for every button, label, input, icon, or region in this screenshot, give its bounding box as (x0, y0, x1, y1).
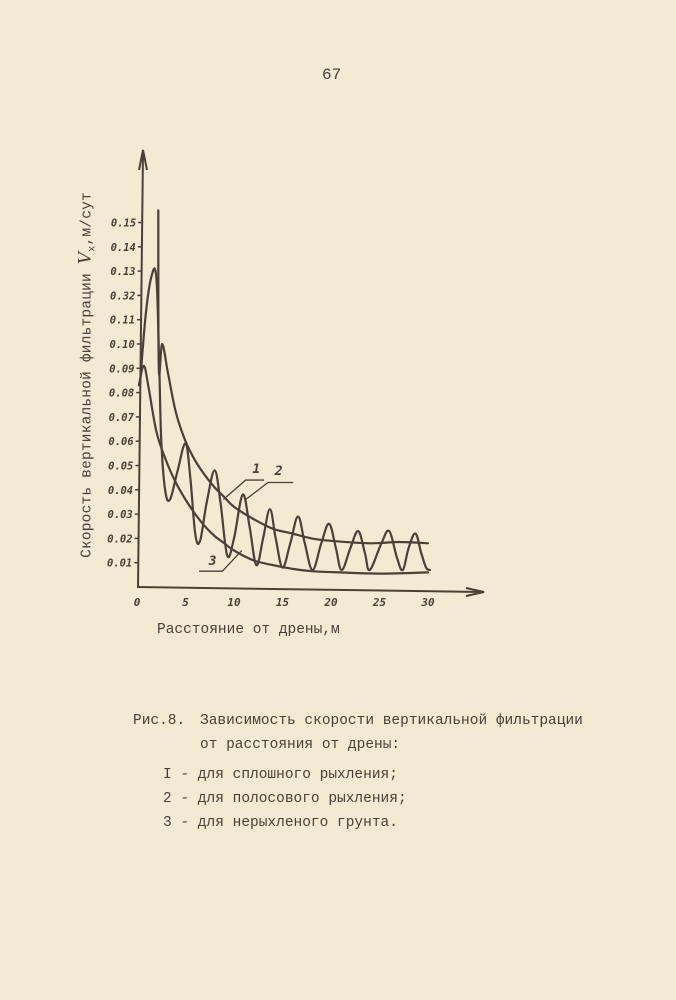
x-tick-label: 15 (276, 596, 290, 609)
series-line-3 (137, 364, 430, 575)
x-tick-label: 30 (420, 596, 435, 609)
y-tick-label: 0.14 (111, 242, 136, 254)
curve-label-3: 3 (208, 554, 217, 569)
y-tick-label: 0.01 (107, 558, 132, 570)
y-tick-label: 0.08 (109, 388, 134, 400)
y-tick-label: 0.05 (108, 461, 133, 473)
caption-line-1: Зависимость скорости вертикальной фильтр… (200, 713, 583, 729)
y-tick-label: 0.10 (109, 339, 134, 351)
legend-item-1: I - для сплошного рыхления; (163, 767, 398, 783)
axes (136, 149, 485, 597)
y-tick-label: 0.04 (108, 485, 133, 497)
curve-label-1: 1 (252, 462, 260, 477)
y-axis-unit: ,м/сут (79, 192, 96, 246)
y-tick-label: 0.03 (108, 509, 133, 521)
x-tick-label: 10 (227, 596, 241, 609)
y-axis-label: Скорость вертикальной фильтрации Vx,м/су… (76, 192, 99, 558)
curve-label-2: 2 (274, 464, 283, 479)
x-axis (136, 586, 483, 593)
annotation-leader (245, 481, 294, 501)
y-tick-label: 0.06 (108, 436, 133, 448)
x-tick-label: 0 (134, 596, 141, 609)
y-tick-label: 0.11 (110, 315, 135, 327)
y-ticks: 0.01 0.02 0.03 0.04 0.05 0.06 0.07 0.08 0.09 0.10… (107, 218, 143, 570)
caption-line-2: от расстояния от дрены: (200, 737, 401, 753)
legend-item-2: 2 - для полосового рыхления; (163, 791, 407, 807)
page-number: 67 (322, 66, 342, 84)
y-tick-label: 0.02 (107, 533, 132, 545)
series-line-2 (138, 267, 431, 572)
annotation-leader (222, 479, 265, 501)
y-axis-label-text: Скорость вертикальной фильтрации (79, 264, 96, 558)
x-tick-label: 25 (372, 596, 387, 609)
series-line-1 (157, 209, 430, 545)
x-tick-label: 5 (182, 596, 189, 609)
y-tick-label: 0.13 (110, 266, 135, 278)
annotations: 1 2 3 (199, 462, 294, 572)
annotation-leader (199, 550, 243, 572)
y-tick-label: 0.07 (109, 412, 135, 424)
x-axis-label: Расстояние от дрены,м (157, 622, 340, 638)
x-ticks: 0 5 10 15 20 25 30 (134, 596, 435, 609)
y-tick-label: 0.32 (110, 290, 135, 302)
x-axis-arrow (465, 587, 485, 597)
y-axis-arrow (138, 149, 148, 171)
figure-label: Рис.8. (133, 713, 186, 729)
x-tick-label: 20 (323, 596, 338, 609)
legend-item-3: 3 - для нерыхленого грунта. (163, 815, 398, 831)
y-axis-subscript: x (87, 245, 99, 252)
y-axis-symbol: V (75, 251, 96, 265)
series (137, 209, 431, 575)
y-tick-label: 0.09 (109, 363, 134, 375)
y-tick-label: 0.15 (111, 218, 136, 230)
